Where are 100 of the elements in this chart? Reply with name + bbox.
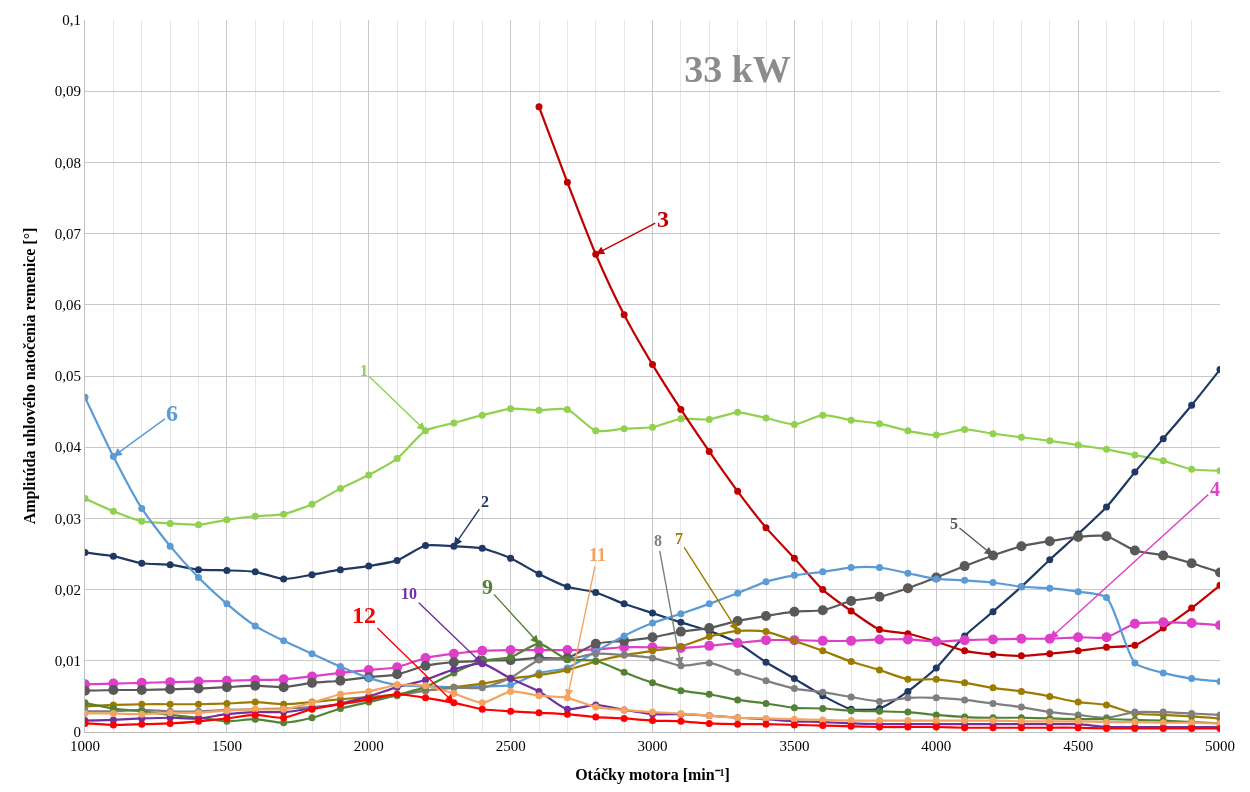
point	[1159, 669, 1167, 677]
point	[1074, 588, 1082, 596]
text: 7	[675, 530, 683, 547]
point	[592, 427, 600, 435]
point	[1103, 701, 1110, 709]
point	[790, 571, 798, 579]
point	[705, 690, 713, 698]
point	[251, 622, 259, 630]
point	[677, 687, 685, 695]
point	[166, 700, 174, 708]
point	[1044, 536, 1055, 547]
point	[705, 447, 713, 455]
point	[1017, 652, 1025, 660]
point	[507, 653, 515, 661]
point	[649, 717, 656, 725]
point	[790, 704, 798, 712]
y-tick-label: 0,08	[54, 154, 81, 171]
point	[904, 427, 912, 435]
point	[563, 405, 571, 413]
point	[505, 645, 516, 656]
point	[1046, 584, 1054, 592]
x-tick-label: 3500	[779, 738, 810, 754]
y-tick-label: 0,1	[62, 12, 81, 29]
point	[989, 724, 997, 732]
point	[989, 578, 997, 586]
y-tick-label: 0,05	[54, 368, 81, 385]
point	[902, 583, 913, 594]
point	[1188, 675, 1196, 683]
point	[478, 411, 486, 419]
point	[790, 554, 798, 562]
point	[762, 524, 770, 532]
point	[1103, 643, 1110, 651]
point	[961, 576, 969, 584]
point	[109, 507, 117, 515]
point	[507, 554, 515, 562]
point	[847, 658, 855, 666]
point	[677, 405, 685, 413]
point	[1101, 632, 1112, 643]
point	[336, 566, 344, 574]
point	[790, 685, 798, 693]
point	[762, 700, 770, 708]
point	[1046, 708, 1054, 716]
point	[989, 430, 997, 438]
point	[789, 606, 800, 617]
x-tick-label: 5000	[1205, 738, 1235, 754]
text: 10	[401, 585, 417, 602]
point	[336, 485, 344, 492]
point	[535, 656, 543, 664]
x-tick-label: 2000	[353, 738, 384, 754]
point	[477, 645, 488, 656]
text: 8	[654, 532, 662, 549]
point	[847, 607, 855, 615]
y-tick-label: 0,02	[54, 581, 81, 598]
point	[1046, 650, 1054, 658]
point	[1074, 698, 1082, 706]
point	[223, 700, 231, 708]
point	[1103, 503, 1110, 511]
point	[847, 693, 855, 701]
point	[647, 632, 658, 643]
point	[136, 684, 147, 695]
point	[308, 650, 316, 658]
point	[876, 420, 883, 428]
point	[1188, 465, 1196, 473]
point	[904, 708, 912, 716]
point	[1158, 550, 1169, 561]
text: 4	[1210, 478, 1220, 500]
point	[734, 589, 742, 597]
point	[535, 570, 543, 578]
point	[108, 684, 119, 695]
point	[762, 720, 770, 728]
point	[874, 591, 885, 602]
point	[904, 569, 912, 577]
y-tick-label: 0,07	[54, 225, 82, 242]
point	[817, 605, 828, 616]
point	[817, 635, 828, 646]
text: 12	[352, 602, 376, 628]
point	[1046, 724, 1054, 732]
point	[704, 640, 715, 651]
point	[223, 516, 231, 524]
point	[620, 714, 628, 722]
x-tick-label: 2500	[495, 738, 526, 754]
point	[138, 559, 146, 567]
line-series	[85, 405, 1220, 529]
point	[109, 452, 117, 460]
point	[1131, 468, 1139, 476]
point	[193, 683, 204, 694]
point	[420, 660, 431, 671]
point	[847, 564, 855, 572]
point	[1101, 531, 1112, 542]
point	[819, 568, 827, 576]
point	[677, 415, 685, 423]
point	[762, 628, 770, 636]
point	[761, 635, 771, 646]
point	[478, 544, 486, 552]
point	[902, 634, 913, 645]
point	[1046, 437, 1054, 445]
point	[1158, 617, 1169, 628]
text: 3	[657, 206, 669, 232]
point	[989, 650, 997, 658]
point	[166, 719, 174, 727]
